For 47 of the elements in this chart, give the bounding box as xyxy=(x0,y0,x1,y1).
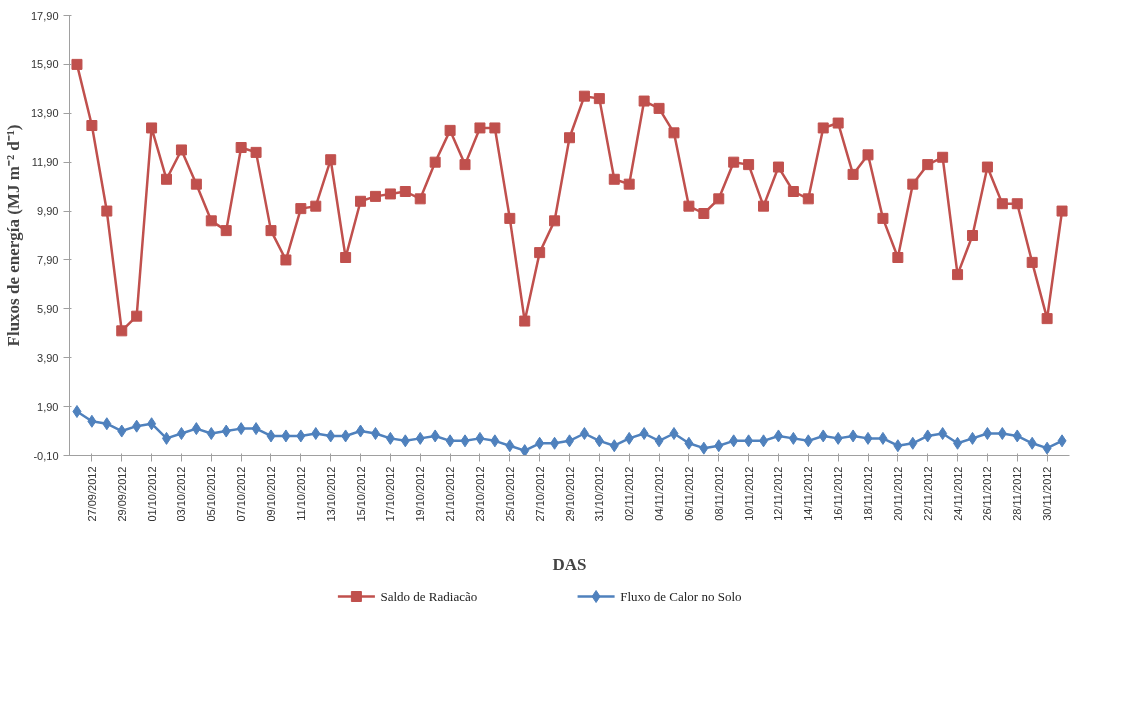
x-tick-label: 03/10/2012 xyxy=(175,466,188,522)
x-tick-label: 25/10/2012 xyxy=(503,466,516,522)
x-tick-label: 23/10/2012 xyxy=(473,466,486,522)
x-tick-label: 06/11/2012 xyxy=(682,466,695,521)
y-tick-label: 3,90 xyxy=(37,351,59,364)
x-tick-label: 04/11/2012 xyxy=(653,466,666,521)
legend-label: Fluxo de Calor no Solo xyxy=(620,589,742,604)
x-tick-label: 12/11/2012 xyxy=(772,466,785,521)
x-tick-label: 13/10/2012 xyxy=(324,466,337,522)
x-tick-label: 27/09/2012 xyxy=(85,466,98,522)
x-tick-label: 08/11/2012 xyxy=(712,466,725,521)
x-tick-label: 22/11/2012 xyxy=(921,466,934,521)
x-tick-label: 31/10/2012 xyxy=(593,466,606,522)
x-tick-label: 26/11/2012 xyxy=(981,466,994,521)
x-tick-label: 29/10/2012 xyxy=(563,466,576,522)
x-tick-label: 24/11/2012 xyxy=(951,466,964,521)
y-tick-label: 1,90 xyxy=(37,400,59,413)
x-tick-label: 20/11/2012 xyxy=(891,466,904,521)
y-tick-label: 17,90 xyxy=(30,9,59,22)
x-axis-title: DAS xyxy=(552,554,587,574)
y-tick-label: 13,90 xyxy=(30,107,59,120)
x-tick-label: 16/11/2012 xyxy=(832,466,845,521)
x-tick-label: 29/09/2012 xyxy=(115,466,128,522)
x-tick-label: 11/10/2012 xyxy=(294,466,307,521)
x-tick-label: 30/11/2012 xyxy=(1041,466,1054,521)
x-tick-label: 15/10/2012 xyxy=(354,466,367,522)
y-tick-label: 7,90 xyxy=(37,253,59,266)
y-tick-label: 11,90 xyxy=(31,156,59,169)
x-tick-label: 27/10/2012 xyxy=(533,466,546,522)
x-tick-label: 14/11/2012 xyxy=(802,466,815,521)
y-tick-label: -0,10 xyxy=(33,449,59,462)
legend-label: Saldo de Radiacão xyxy=(380,589,478,604)
y-tick-label: 9,90 xyxy=(37,205,59,218)
x-tick-label: 21/10/2012 xyxy=(444,466,457,522)
x-tick-label: 09/10/2012 xyxy=(264,466,277,522)
x-tick-label: 19/10/2012 xyxy=(414,466,427,522)
x-tick-label: 10/11/2012 xyxy=(742,466,755,521)
x-tick-label: 28/11/2012 xyxy=(1011,466,1024,521)
x-tick-label: 07/10/2012 xyxy=(235,466,248,522)
y-axis-title: Fluxos de energía (MJ m⁻² d⁻¹) xyxy=(3,124,23,347)
x-tick-label: 02/11/2012 xyxy=(623,466,636,521)
x-tick-label: 17/10/2012 xyxy=(384,466,397,522)
x-tick-label: 01/10/2012 xyxy=(145,466,158,522)
x-tick-label: 18/11/2012 xyxy=(862,466,875,521)
x-tick-label: 05/10/2012 xyxy=(205,466,218,522)
y-tick-label: 5,90 xyxy=(37,302,59,315)
y-tick-label: 15,90 xyxy=(30,58,59,71)
